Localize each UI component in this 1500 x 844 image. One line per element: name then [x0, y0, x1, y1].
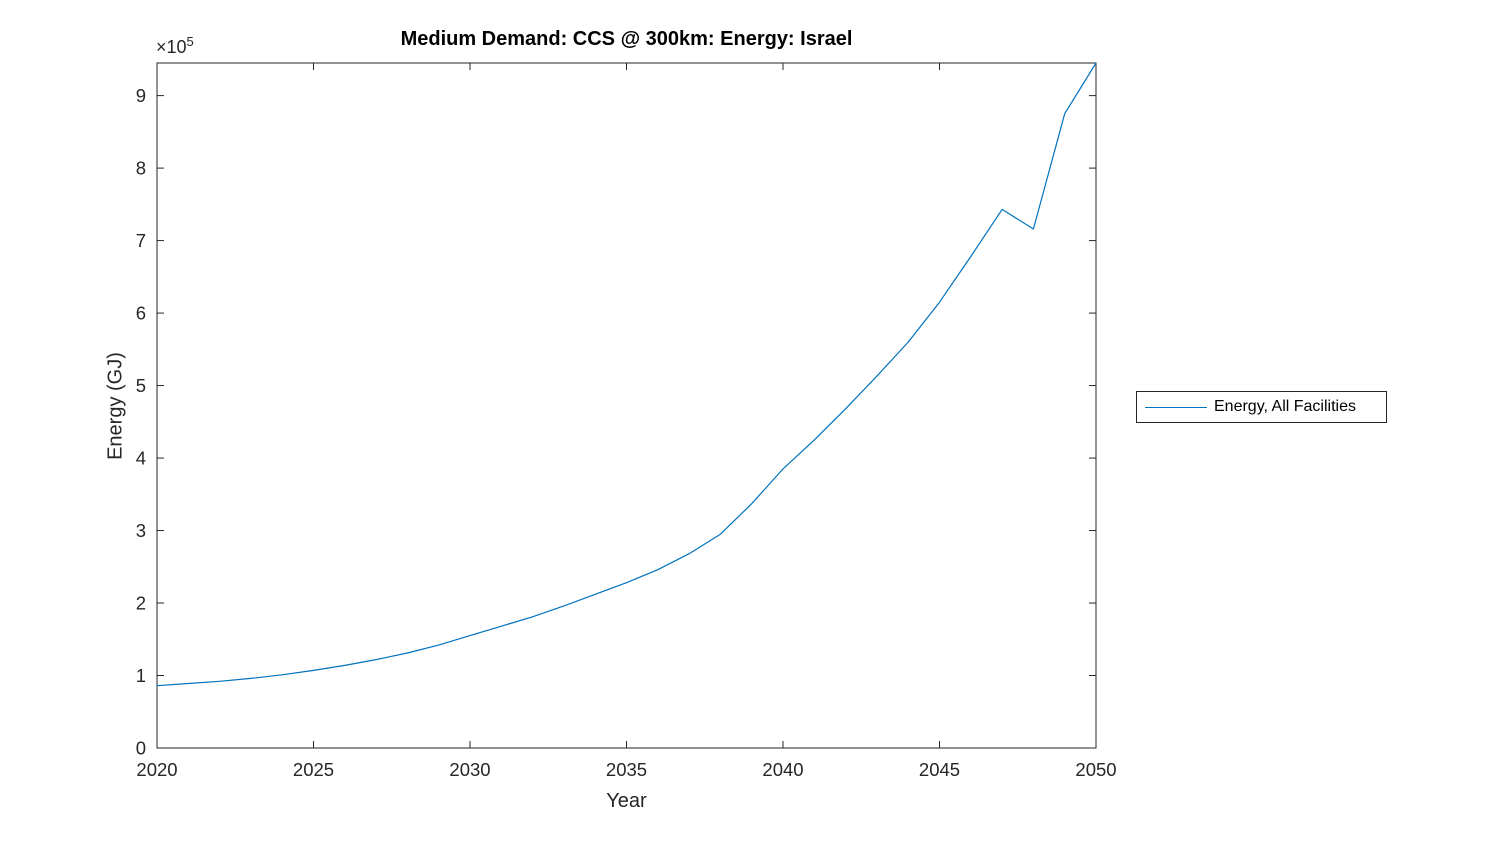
data-series-line	[156, 62, 1097, 687]
y-tick-label: 7	[136, 230, 146, 251]
y-tick-label: 1	[136, 665, 146, 686]
x-tick-label: 2025	[293, 759, 334, 780]
x-tick-label: 2035	[606, 759, 647, 780]
y-axis-multiplier-base: ×10	[156, 37, 187, 57]
y-tick-label: 9	[136, 85, 146, 106]
x-tick-label: 2030	[449, 759, 490, 780]
y-tick-label: 5	[136, 375, 146, 396]
y-axis-label: Energy (GJ)	[104, 352, 127, 460]
y-tick-label: 6	[136, 303, 146, 324]
chart-title: Medium Demand: CCS @ 300km: Energy: Isra…	[400, 28, 853, 50]
y-tick-label: 4	[136, 448, 146, 469]
y-tick-label: 0	[136, 738, 146, 759]
y-tick-label: 8	[136, 158, 146, 179]
axes-box	[156, 62, 1097, 749]
legend-line-sample	[1145, 406, 1207, 408]
legend: Energy, All Facilities	[1136, 391, 1387, 423]
y-tick-label: 2	[136, 593, 146, 614]
x-tick-label: 2050	[1075, 759, 1116, 780]
x-tick-label: 2045	[919, 759, 960, 780]
x-tick-label: 2020	[136, 759, 177, 780]
y-axis-multiplier-exponent: 5	[186, 34, 194, 49]
y-tick-label: 3	[136, 520, 146, 541]
x-axis-label: Year	[606, 790, 647, 812]
y-axis-multiplier: ×105	[156, 34, 194, 58]
legend-entry-label: Energy, All Facilities	[1214, 398, 1356, 415]
x-tick-label: 2040	[762, 759, 803, 780]
